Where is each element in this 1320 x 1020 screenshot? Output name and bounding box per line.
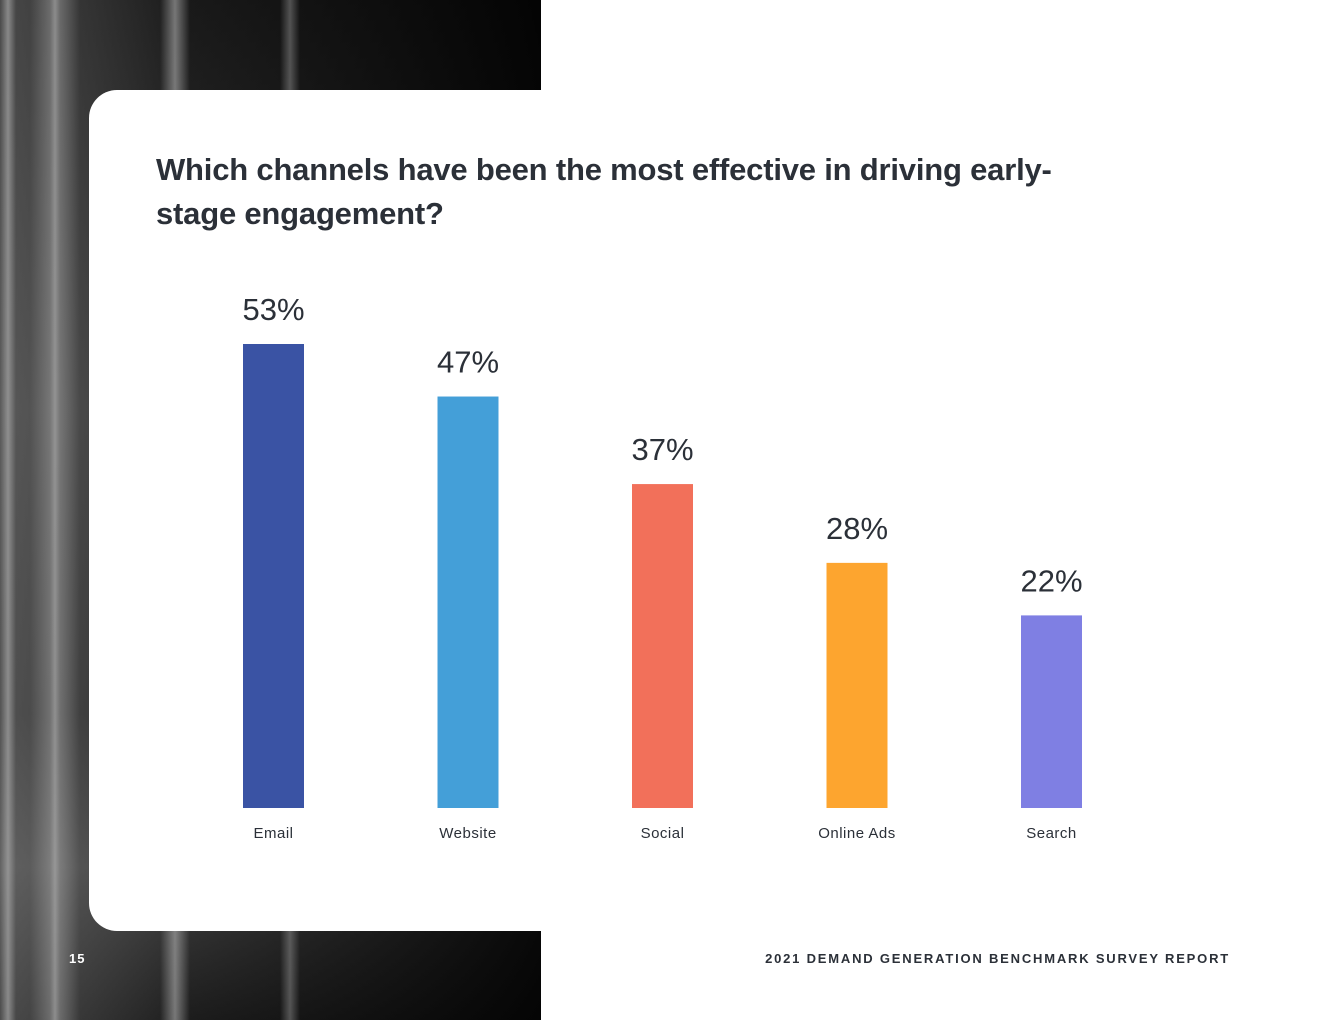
value-label: 53% [242,292,304,327]
category-label: Website [439,825,496,842]
bar-online-ads [826,562,888,808]
value-label: 22% [1020,563,1082,598]
bar-website [437,396,499,808]
report-name: 2021 DEMAND GENERATION BENCHMARK SURVEY … [765,951,1230,966]
value-label: 37% [631,432,693,467]
category-label: Social [641,825,685,842]
bar-search [1021,615,1082,808]
bar-email [243,344,304,808]
chart-title: Which channels have been the most effect… [156,152,1052,231]
category-label: Search [1026,825,1077,842]
bar-social [632,484,693,808]
category-label: Online Ads [818,825,896,842]
value-label: 28% [826,511,888,546]
page-number: 15 [69,951,86,966]
value-label: 47% [437,345,499,380]
category-label: Email [253,825,293,842]
